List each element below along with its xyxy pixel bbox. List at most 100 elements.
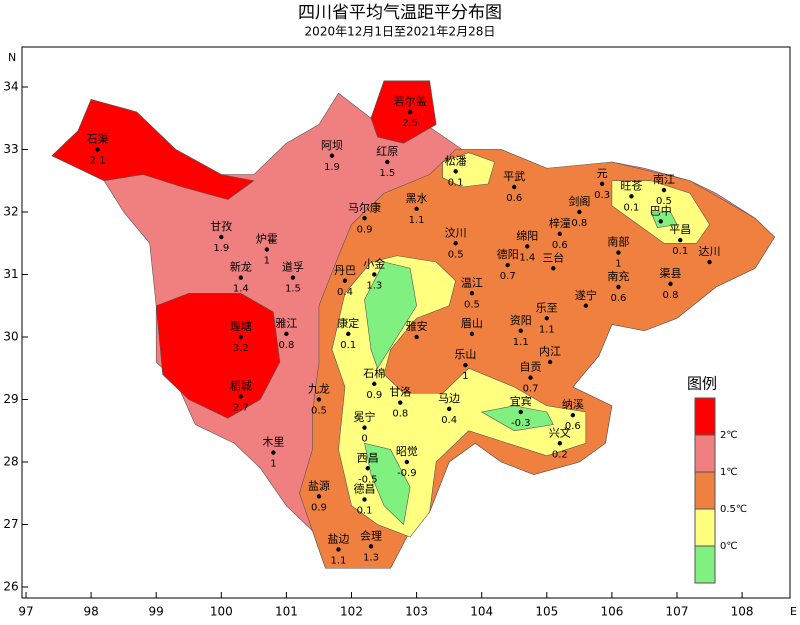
station-dot	[238, 275, 244, 280]
legend-label: 2℃	[720, 430, 738, 441]
station-dot	[414, 334, 419, 340]
station-dot	[453, 169, 458, 174]
station-name: 甘孜	[210, 219, 232, 233]
lat-tick-label: 27	[3, 517, 18, 531]
station-value: 0.1	[672, 246, 688, 257]
lon-tick-label: 101	[275, 605, 298, 619]
station-value: -0.9	[397, 468, 417, 479]
station-name: 南江	[653, 173, 675, 186]
legend-label: 0.5℃	[720, 504, 747, 515]
station-dot	[95, 147, 100, 152]
legend-swatch	[694, 471, 716, 510]
lon-tick-label: 99	[149, 605, 164, 619]
station-dot	[557, 441, 563, 446]
station-value: 0.1	[623, 202, 639, 213]
north-label: N	[8, 51, 16, 64]
station-dot	[219, 234, 224, 240]
station-dot	[518, 409, 523, 415]
station-name: 宜宾	[510, 394, 532, 408]
station-value: 0.5	[311, 406, 327, 417]
station-value: 1.5	[379, 168, 395, 179]
station-dot	[658, 219, 663, 224]
station-value: 0.4	[441, 415, 457, 426]
station-dot	[557, 231, 563, 237]
lon-tick-label: 97	[18, 605, 33, 619]
station-name: 三台	[542, 250, 564, 264]
station-value: 1.3	[363, 552, 379, 563]
station-name: 元	[597, 167, 608, 180]
legend-label: 0℃	[720, 541, 738, 552]
legend-swatch	[694, 434, 716, 473]
station-name: 道孚	[282, 260, 304, 274]
station-name: 巴中	[650, 204, 672, 217]
station-value: 1.4	[233, 284, 249, 295]
station-value: 0.6	[610, 293, 626, 304]
station-dot	[238, 334, 244, 340]
station-value: 0.2	[552, 449, 568, 460]
station-value: 1	[462, 371, 468, 382]
station-name: 渠县	[659, 267, 681, 280]
station-dot	[616, 284, 621, 290]
station-dot	[362, 425, 367, 430]
station-dot	[368, 544, 374, 549]
station-name: 新龙	[230, 260, 252, 274]
station-value: 2.7	[233, 402, 249, 413]
station-dot	[398, 400, 403, 405]
station-value: 0.1	[357, 506, 373, 517]
legend-label: 1℃	[720, 467, 738, 478]
station-name: 若尔盖	[394, 94, 427, 108]
station-name: 红原	[376, 145, 398, 158]
station-name: 旺苍	[620, 179, 642, 192]
station-name: 雅安	[406, 319, 428, 333]
station-dot	[544, 316, 549, 321]
lat-tick-label: 29	[3, 392, 18, 406]
station-dot	[446, 406, 452, 412]
station-name: 雅江	[275, 316, 297, 330]
station-value: 0.5	[656, 196, 672, 207]
station-name: 剑阁	[568, 194, 590, 208]
station-name: 石渠	[87, 133, 109, 146]
station-name: 南充	[607, 269, 629, 283]
station-value: 0.8	[663, 290, 679, 301]
station-value: 1	[270, 459, 276, 470]
station-name: 资阳	[510, 314, 532, 327]
station-value: 0.8	[278, 340, 294, 351]
station-name: 稻城	[230, 379, 252, 392]
station-dot	[316, 494, 322, 499]
station-name: 理塘	[230, 319, 252, 333]
station-dot	[577, 209, 582, 215]
station-value: 0.8	[392, 409, 408, 420]
station-dot	[469, 331, 475, 337]
station-name: 温江	[461, 276, 483, 289]
region-yellow	[443, 153, 495, 187]
station-dot	[372, 381, 377, 387]
station-name: 乐至	[536, 301, 558, 314]
station-name: 冕宁	[354, 410, 376, 424]
station-name: 盐边	[327, 533, 349, 546]
station-value: 0.4	[337, 287, 353, 298]
station-name: 绵阳	[516, 228, 538, 242]
station-name: 自贡	[520, 361, 542, 374]
station-name: 木里	[262, 436, 284, 449]
station-name: 会理	[360, 529, 382, 542]
station-name: 丹巴	[334, 264, 356, 277]
station-dot	[469, 291, 475, 296]
station-value: 0.1	[340, 340, 356, 351]
station-value: 1.1	[513, 337, 529, 348]
lat-tick-label: 26	[3, 580, 18, 594]
station-dot	[547, 359, 553, 365]
station-dot	[668, 281, 673, 287]
station-value: 1.1	[409, 215, 425, 226]
station-dot	[678, 237, 683, 243]
station-dot	[264, 247, 270, 252]
region-red	[156, 293, 280, 418]
region-green	[482, 406, 554, 431]
station-name: 马边	[438, 392, 460, 405]
station-value: 0.8	[571, 218, 587, 229]
station-dot	[661, 187, 667, 193]
station-value: 0.5	[448, 249, 464, 260]
lon-tick-label: 100	[210, 605, 233, 619]
station-value: -0.5	[358, 474, 378, 485]
lon-tick-label: 108	[731, 605, 754, 619]
station-value: 1.4	[519, 252, 535, 263]
